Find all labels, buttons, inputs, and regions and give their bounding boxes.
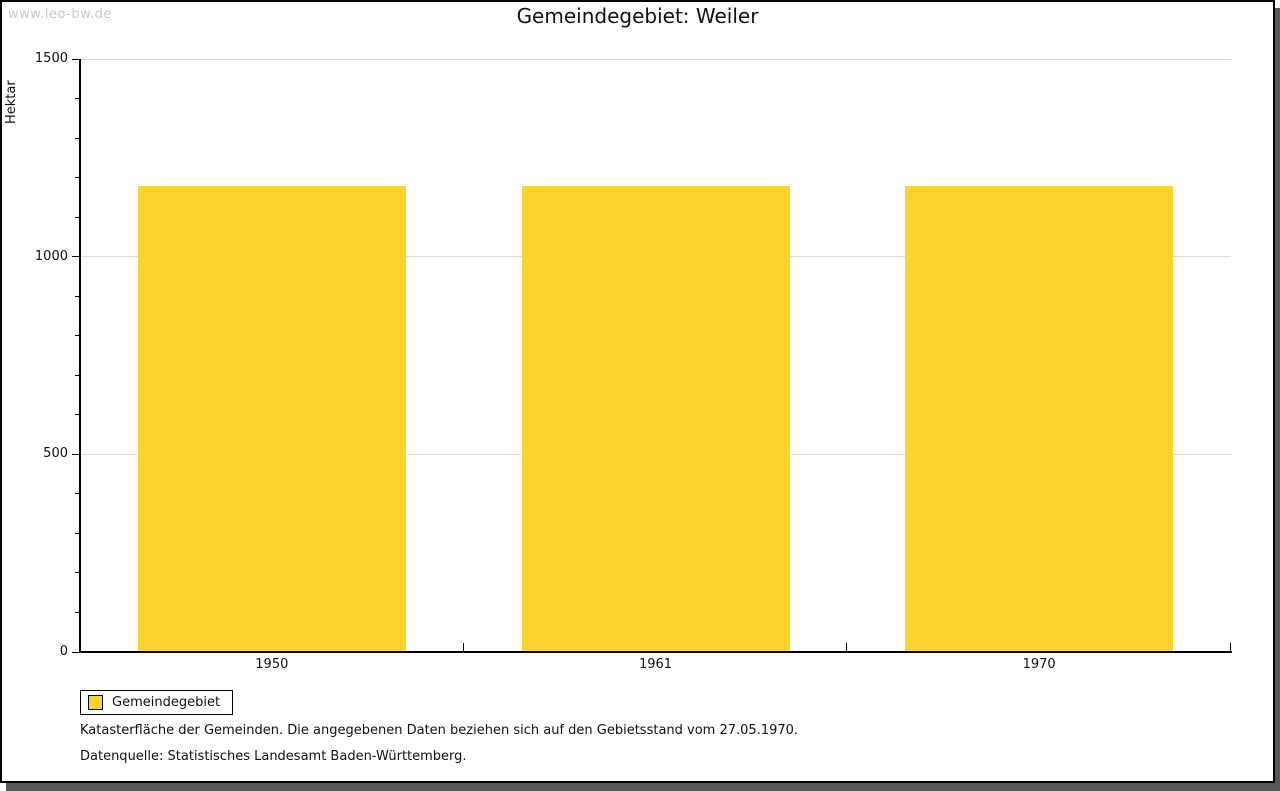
y-major-tick <box>72 453 80 455</box>
y-minor-tick <box>75 374 80 376</box>
y-tick-label: 1500 <box>34 51 68 66</box>
y-tick-label: 500 <box>43 446 68 462</box>
y-minor-tick <box>75 216 80 218</box>
y-minor-tick <box>75 137 80 139</box>
y-minor-tick <box>75 335 80 337</box>
y-axis-label: Hektar <box>4 80 19 124</box>
chart-title: Gemeindegebiet: Weiler <box>516 4 759 28</box>
bar-1950 <box>137 185 406 652</box>
y-major-tick <box>72 58 80 60</box>
legend: Gemeindegebiet <box>80 690 234 715</box>
bar-1970 <box>905 185 1174 652</box>
y-minor-tick <box>75 98 80 100</box>
y-tick-label: 0 <box>59 644 68 659</box>
y-minor-tick <box>75 572 80 574</box>
plot-area: 0 500 1000 1500 1950 1961 1970 <box>35 51 1232 672</box>
y-tick-label: 1000 <box>34 248 68 264</box>
x-tick-label: 1961 <box>638 657 673 672</box>
y-minor-tick <box>75 532 80 534</box>
y-major-tick <box>72 256 80 258</box>
legend-swatch <box>88 695 103 710</box>
y-minor-tick <box>75 177 80 179</box>
bar-1961 <box>521 185 790 652</box>
x-axis-line <box>79 651 1232 653</box>
y-axis-line <box>79 59 81 653</box>
y-minor-tick <box>75 493 80 495</box>
legend-label: Gemeindegebiet <box>112 695 221 710</box>
y-gridline <box>80 58 1231 60</box>
y-major-tick <box>72 651 80 653</box>
x-boundary-tick <box>1230 643 1231 652</box>
x-boundary-tick <box>462 643 464 652</box>
x-tick-label: 1950 <box>255 657 289 672</box>
footnote-2: Datenquelle: Statistisches Landesamt Bad… <box>80 749 467 764</box>
watermark: www.leo-bw.de <box>8 7 112 22</box>
y-minor-tick <box>75 414 80 416</box>
y-minor-tick <box>75 295 80 297</box>
y-minor-tick <box>75 611 80 613</box>
x-tick-label: 1970 <box>1022 657 1056 672</box>
footnote-1: Katasterfläche der Gemeinden. Die angege… <box>80 723 799 738</box>
x-boundary-tick <box>846 643 848 652</box>
